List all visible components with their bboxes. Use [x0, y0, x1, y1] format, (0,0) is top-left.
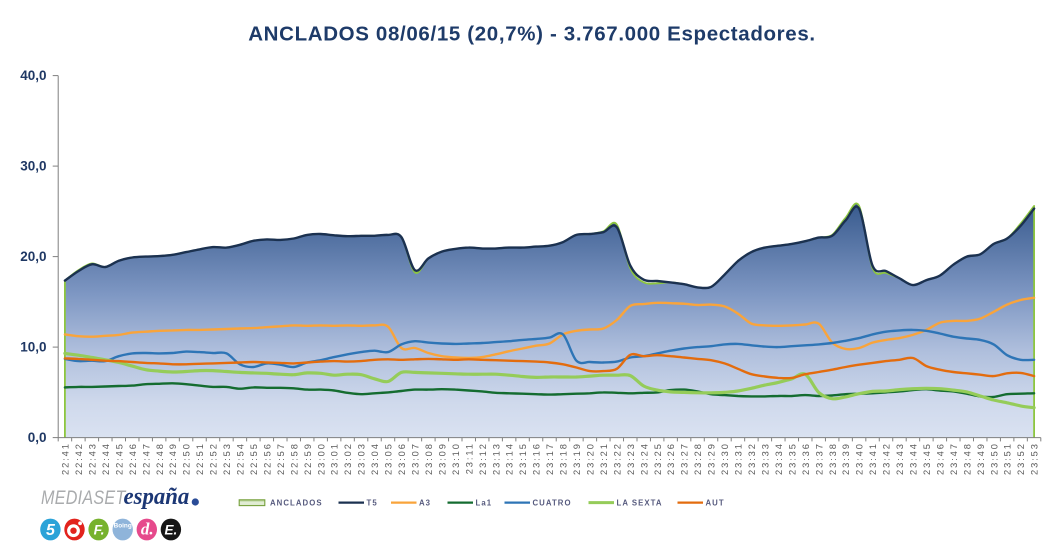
- svg-text:23:12: 23:12: [478, 442, 488, 475]
- svg-text:ANCLADOS 08/06/15 (20,7%) - 3.: ANCLADOS 08/06/15 (20,7%) - 3.767.000 Es…: [248, 23, 816, 46]
- svg-text:23:15: 23:15: [518, 442, 528, 475]
- svg-text:23:37: 23:37: [814, 442, 824, 475]
- svg-text:ANCLADOS: ANCLADOS: [270, 499, 323, 508]
- svg-text:22:48: 22:48: [155, 442, 165, 475]
- svg-text:22:55: 22:55: [249, 442, 259, 475]
- svg-text:23:45: 23:45: [922, 442, 932, 475]
- svg-text:22:56: 22:56: [262, 442, 272, 475]
- svg-text:23:02: 23:02: [343, 442, 353, 475]
- svg-text:23:17: 23:17: [545, 442, 555, 475]
- svg-text:22:50: 22:50: [182, 442, 192, 475]
- svg-text:23:34: 23:34: [774, 442, 784, 475]
- svg-text:22:46: 22:46: [128, 442, 138, 475]
- svg-text:23:08: 23:08: [424, 442, 434, 475]
- svg-text:20,0: 20,0: [20, 249, 46, 264]
- svg-text:23:10: 23:10: [451, 442, 461, 475]
- svg-text:22:45: 22:45: [114, 442, 124, 475]
- svg-text:22:49: 22:49: [168, 442, 178, 475]
- svg-text:23:50: 23:50: [989, 442, 999, 475]
- svg-text:23:29: 23:29: [707, 442, 717, 475]
- svg-text:españa: españa: [124, 484, 190, 511]
- svg-text:10,0: 10,0: [20, 340, 46, 355]
- svg-text:23:28: 23:28: [693, 442, 703, 475]
- svg-text:LA SEXTA: LA SEXTA: [617, 499, 663, 508]
- svg-text:22:53: 22:53: [222, 442, 232, 475]
- svg-text:23:36: 23:36: [801, 442, 811, 475]
- svg-text:22:41: 22:41: [61, 442, 71, 475]
- svg-text:23:44: 23:44: [909, 442, 919, 475]
- svg-text:23:52: 23:52: [1016, 442, 1026, 475]
- svg-text:23:42: 23:42: [882, 442, 892, 475]
- svg-text:23:21: 23:21: [599, 442, 609, 475]
- svg-text:23:38: 23:38: [828, 442, 838, 475]
- svg-text:E.: E.: [165, 523, 178, 538]
- svg-text:F.: F.: [94, 522, 105, 538]
- svg-text:23:30: 23:30: [720, 442, 730, 475]
- svg-text:22:58: 22:58: [289, 442, 299, 475]
- svg-text:23:35: 23:35: [787, 442, 797, 475]
- svg-text:22:57: 22:57: [276, 442, 286, 475]
- svg-text:23:53: 23:53: [1030, 442, 1040, 475]
- svg-text:23:05: 23:05: [384, 442, 394, 475]
- svg-text:5: 5: [46, 522, 56, 539]
- svg-text:23:16: 23:16: [532, 442, 542, 475]
- svg-text:23:43: 23:43: [895, 442, 905, 475]
- svg-text:22:44: 22:44: [101, 442, 111, 475]
- svg-text:23:24: 23:24: [639, 442, 649, 475]
- svg-text:MEDIASET: MEDIASET: [41, 487, 126, 509]
- svg-text:23:27: 23:27: [680, 442, 690, 475]
- svg-text:23:11: 23:11: [464, 442, 474, 474]
- svg-text:22:52: 22:52: [209, 442, 219, 475]
- svg-text:22:54: 22:54: [236, 442, 246, 475]
- svg-text:23:19: 23:19: [572, 442, 582, 475]
- svg-text:23:00: 23:00: [316, 442, 326, 475]
- svg-text:23:47: 23:47: [949, 442, 959, 475]
- svg-text:23:04: 23:04: [370, 442, 380, 475]
- svg-text:22:47: 22:47: [141, 442, 151, 475]
- svg-text:23:26: 23:26: [666, 442, 676, 475]
- svg-text:23:41: 23:41: [868, 442, 878, 475]
- svg-text:23:40: 23:40: [855, 442, 865, 475]
- svg-text:22:59: 22:59: [303, 442, 313, 475]
- svg-text:La1: La1: [476, 499, 493, 508]
- svg-text:A3: A3: [419, 499, 431, 508]
- svg-text:T5: T5: [367, 499, 378, 508]
- svg-text:23:32: 23:32: [747, 442, 757, 475]
- svg-text:23:09: 23:09: [437, 442, 447, 475]
- svg-text:23:39: 23:39: [841, 442, 851, 475]
- svg-text:23:23: 23:23: [626, 442, 636, 475]
- svg-text:23:33: 23:33: [761, 442, 771, 475]
- svg-text:23:03: 23:03: [357, 442, 367, 475]
- svg-text:23:48: 23:48: [962, 442, 972, 475]
- svg-text:23:20: 23:20: [586, 442, 596, 475]
- svg-text:22:43: 22:43: [88, 442, 98, 475]
- svg-text:23:46: 23:46: [935, 442, 945, 475]
- svg-text:Boing: Boing: [114, 523, 132, 530]
- svg-text:23:14: 23:14: [505, 442, 515, 475]
- svg-text:CUATRO: CUATRO: [533, 499, 572, 508]
- svg-text:40,0: 40,0: [20, 68, 46, 83]
- svg-text:AUT: AUT: [706, 499, 725, 508]
- svg-text:23:18: 23:18: [559, 442, 569, 475]
- svg-text:23:51: 23:51: [1003, 442, 1013, 475]
- svg-text:30,0: 30,0: [20, 159, 46, 174]
- svg-text:23:13: 23:13: [491, 442, 501, 475]
- svg-text:23:01: 23:01: [330, 442, 340, 475]
- svg-text:d.: d.: [141, 520, 154, 539]
- svg-text:23:07: 23:07: [411, 442, 421, 475]
- svg-text:22:42: 22:42: [74, 442, 84, 475]
- svg-text:23:06: 23:06: [397, 442, 407, 475]
- svg-text:0,0: 0,0: [28, 430, 47, 445]
- svg-text:23:22: 23:22: [612, 442, 622, 475]
- svg-text:22:51: 22:51: [195, 442, 205, 475]
- svg-text:23:49: 23:49: [976, 442, 986, 475]
- svg-text:23:25: 23:25: [653, 442, 663, 475]
- svg-text:23:31: 23:31: [734, 442, 744, 475]
